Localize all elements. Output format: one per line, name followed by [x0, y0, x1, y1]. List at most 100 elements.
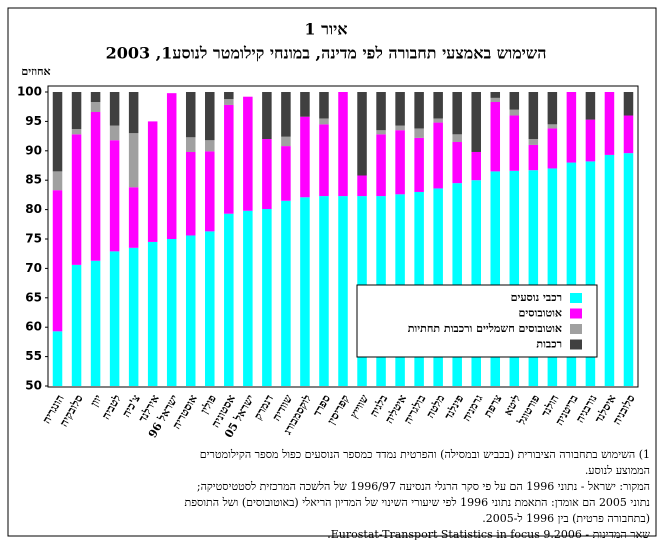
chart-title: השימוש באמצעי תחבורה לפי מדינה, במונחי ק…: [106, 44, 547, 63]
bar-segment: [585, 161, 596, 386]
bar-segment: [224, 99, 234, 105]
bar-segment: [52, 171, 63, 191]
footnote: (בתחבורה פרטית) בין 1996 ל-2005.: [482, 512, 650, 525]
bar-segment: [433, 92, 443, 119]
y-tick-label: 70: [25, 261, 42, 275]
bar-segment: [90, 260, 101, 386]
bar-segment: [205, 92, 215, 141]
bar-segment: [128, 247, 139, 386]
bar-segment: [471, 151, 481, 181]
footnote: שאר המדינות - Eurostat-Transport Statist…: [327, 528, 650, 540]
bar-segment: [452, 92, 462, 135]
bar-segment: [166, 239, 177, 386]
bar-segment: [490, 101, 501, 172]
y-tick-label: 60: [25, 320, 42, 334]
bar-segment: [452, 141, 462, 184]
y-tick-label: 55: [25, 349, 42, 363]
bar-segment: [509, 92, 520, 110]
bar-segment: [128, 92, 139, 134]
bar-segment: [300, 92, 310, 117]
bar-segment: [585, 119, 596, 162]
bar-segment: [357, 175, 367, 197]
legend-swatch: [570, 293, 582, 303]
bar-segment: [414, 92, 424, 129]
bar-segment: [509, 109, 520, 116]
bar-segment: [185, 137, 196, 152]
bar-segment: [319, 92, 329, 119]
bar-segment: [185, 151, 196, 236]
y-tick-label: 50: [25, 379, 42, 393]
bar-segment: [281, 200, 291, 386]
bar-segment: [319, 118, 329, 125]
bar-segment: [52, 190, 63, 332]
bar-segment: [623, 115, 634, 154]
bar-segment: [604, 154, 615, 386]
bar-segment: [185, 235, 196, 386]
y-tick-label: 65: [25, 290, 42, 304]
bar-segment: [509, 115, 520, 171]
legend-label: רכבות: [536, 338, 562, 351]
bar-segment: [166, 93, 177, 240]
bar-segment: [300, 197, 310, 386]
y-tick-label: 90: [25, 143, 42, 157]
bar-segment: [604, 92, 615, 155]
footnote: המקור: ישראל - נתוני 1996 הם על פי סקר ה…: [197, 480, 650, 493]
legend-swatch: [570, 308, 582, 319]
legend-label: אוטובוסים: [519, 307, 562, 320]
bar-segment: [90, 101, 101, 112]
bar-segment: [414, 137, 424, 192]
bar-segment: [623, 153, 634, 386]
bar-segment: [471, 92, 481, 152]
bar-segment: [623, 92, 634, 116]
bar-segment: [528, 92, 539, 140]
bar-segment: [185, 92, 196, 138]
footnote: 1) השימוש בתחבורה הציבורית (בכביש ובמסיל…: [200, 448, 650, 461]
bar-segment: [452, 134, 462, 142]
bar-segment: [262, 92, 272, 140]
legend-swatch: [570, 324, 582, 334]
bar-segment: [547, 128, 558, 169]
bar-segment: [71, 92, 82, 130]
bar-segment: [395, 125, 405, 131]
bar-segment: [566, 162, 577, 386]
bar-segment: [376, 134, 386, 197]
bar-segment: [243, 96, 253, 211]
bar-segment: [395, 92, 405, 126]
bar-segment: [528, 139, 539, 145]
bar-segment: [224, 92, 234, 100]
bar-segment: [338, 92, 348, 197]
figure-label: איור 1: [304, 20, 347, 39]
bar-segment: [395, 130, 405, 195]
bar-segment: [490, 171, 501, 386]
bar-segment: [243, 210, 253, 386]
bar-segment: [547, 92, 558, 125]
footnote: הממוצע לנוסע.: [585, 464, 650, 477]
bar-segment: [319, 124, 329, 197]
bar-segment: [585, 92, 596, 120]
bar-segment: [224, 104, 234, 214]
bar-segment: [490, 92, 501, 98]
bar-segment: [90, 111, 101, 261]
bar-segment: [205, 151, 215, 232]
y-tick-label: 75: [25, 232, 42, 246]
bar-segment: [547, 124, 558, 129]
bar-segment: [471, 180, 481, 386]
bar-segment: [205, 231, 215, 386]
footnote: נתוני 2005 הם אומדן: התאמת נתוני 1996 לפ…: [185, 496, 650, 509]
bar-segment: [300, 116, 310, 198]
y-tick-label: 95: [25, 114, 42, 128]
bar-segment: [224, 213, 234, 386]
legend-label: רכבי נוסעים: [511, 291, 562, 304]
bar-segment: [71, 129, 82, 135]
legend-box: [356, 284, 598, 358]
bar-segment: [109, 125, 120, 141]
bar-segment: [528, 170, 539, 386]
bar-segment: [281, 146, 291, 201]
bar-segment: [71, 264, 82, 386]
bar-segment: [433, 118, 443, 123]
bar-segment: [566, 92, 577, 163]
bar-segment: [528, 144, 539, 171]
bar-segment: [52, 92, 63, 172]
bar-segment: [109, 251, 120, 386]
